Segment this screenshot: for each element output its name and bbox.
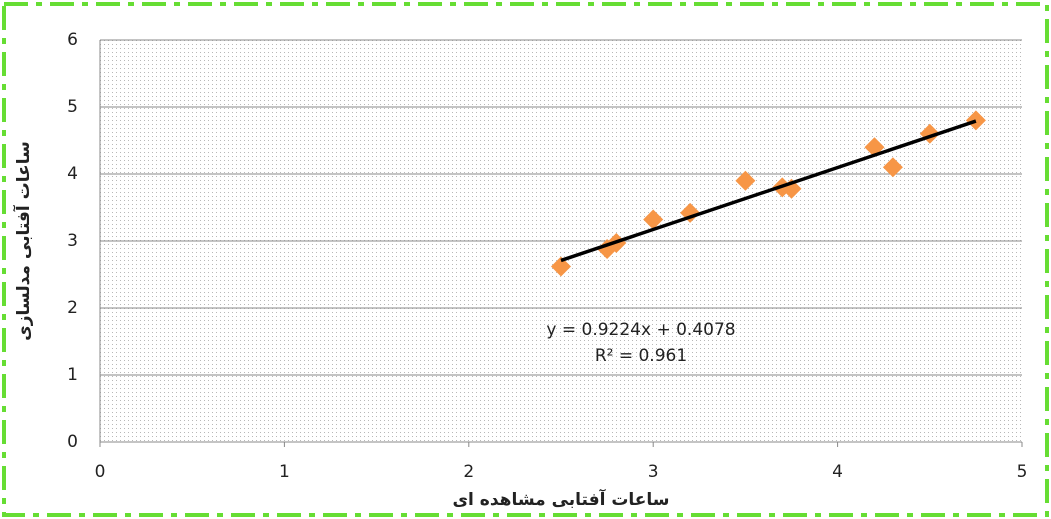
x-tick-label: 4 xyxy=(832,462,843,482)
data-point xyxy=(551,256,571,277)
x-axis-title: ساعات آفتابی مشاهده ای xyxy=(452,488,669,510)
data-point xyxy=(735,170,756,191)
annotation: R² = 0.961 xyxy=(595,346,687,366)
y-tick-label: 1 xyxy=(67,365,78,385)
data-point xyxy=(965,110,986,131)
x-tick-label: 2 xyxy=(463,462,474,482)
data-point xyxy=(882,157,903,178)
x-tick-label: 1 xyxy=(279,462,290,482)
x-tick-label: 3 xyxy=(648,462,659,482)
data-point xyxy=(643,209,664,230)
trendline xyxy=(560,119,977,263)
y-axis-title: ساعات آفتابی مدلسازی xyxy=(12,141,34,341)
y-tick-label: 3 xyxy=(67,231,78,251)
y-tick-label: 6 xyxy=(67,30,78,50)
x-tick-label: 0 xyxy=(95,462,106,482)
y-tick-label: 5 xyxy=(67,97,78,117)
annotation: y = 0.9224x + 0.4078 xyxy=(546,320,735,340)
y-tick-label: 2 xyxy=(67,298,78,318)
x-tick-label: 5 xyxy=(1017,462,1028,482)
y-tick-label: 0 xyxy=(67,432,78,452)
y-tick-label: 4 xyxy=(67,164,78,184)
